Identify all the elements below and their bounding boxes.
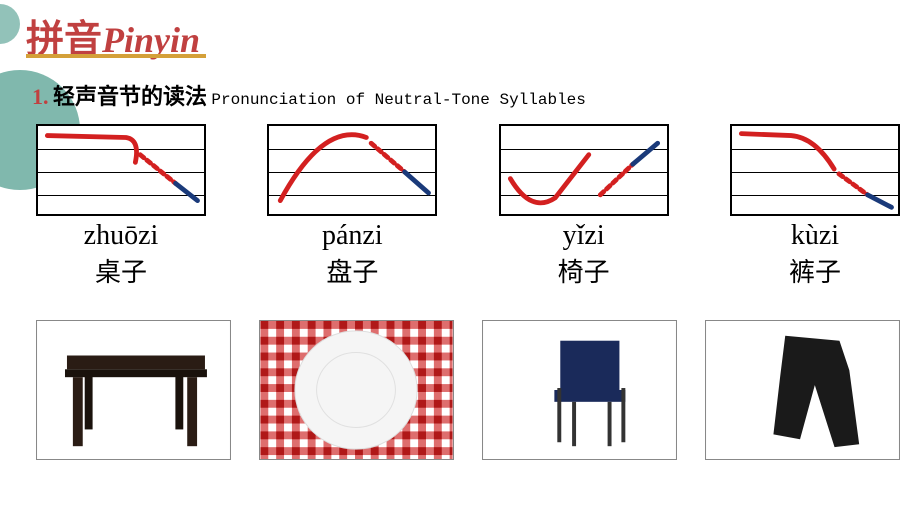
vocab-images-row [36, 320, 900, 460]
tone-chart [499, 124, 669, 216]
hanzi-label: 椅子 [558, 252, 610, 289]
tone-cell: pánzi盘子 [267, 124, 437, 289]
tone-cell: kùzi裤子 [730, 124, 900, 289]
tone-curve-svg [501, 126, 667, 214]
pinyin-label: zhuōzi [84, 220, 159, 252]
tone-charts-row: zhuōzi桌子 pánzi盘子 yǐzi椅子 kùzi裤子 [36, 124, 900, 289]
vocab-image-chair [482, 320, 677, 460]
section-number: 1. [32, 84, 49, 109]
pinyin-label: yǐzi [563, 220, 605, 252]
tone-chart [267, 124, 437, 216]
pinyin-label: kùzi [791, 220, 839, 252]
tone-chart [730, 124, 900, 216]
tone-cell: zhuōzi桌子 [36, 124, 206, 289]
vocab-image-plate [259, 320, 454, 460]
tone-curve-svg [732, 126, 898, 214]
vocab-image-table [36, 320, 231, 460]
decor-shape-small [0, 4, 20, 44]
hanzi-label: 裤子 [789, 252, 841, 289]
hanzi-label: 盘子 [326, 252, 378, 289]
tone-curve-svg [38, 126, 204, 214]
section-english: Pronunciation of Neutral-Tone Syllables [211, 91, 585, 109]
title-underline [26, 54, 206, 58]
section-heading: 1. 轻声音节的读法 Pronunciation of Neutral-Tone… [32, 79, 586, 111]
tone-chart [36, 124, 206, 216]
section-chinese: 轻声音节的读法 [53, 84, 207, 109]
hanzi-label: 桌子 [95, 252, 147, 289]
tone-cell: yǐzi椅子 [499, 124, 669, 289]
tone-curve-svg [269, 126, 435, 214]
pinyin-label: pánzi [322, 220, 383, 252]
vocab-image-pants [705, 320, 900, 460]
